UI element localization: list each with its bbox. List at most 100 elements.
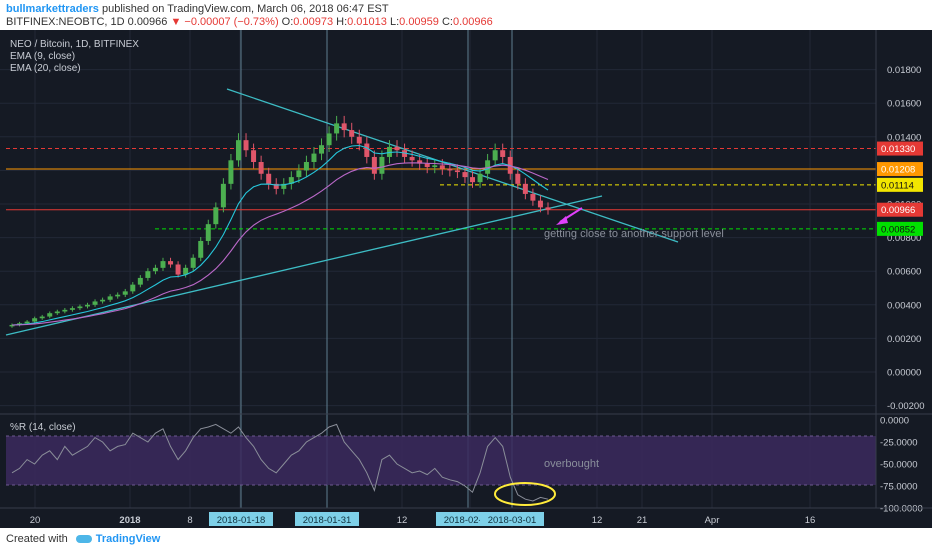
candle-body	[334, 123, 340, 134]
open-value: 0.00973	[293, 16, 334, 28]
date-highlight-tag	[480, 512, 544, 526]
time-tick-label: 2018-02-22	[444, 515, 493, 526]
candle-body	[326, 133, 332, 146]
price-tick-label: 0.00800	[887, 233, 921, 244]
candle-body	[515, 173, 521, 184]
symbol-label: BITFINEX:NEOBTC, 1D	[6, 16, 125, 28]
legend-ema20: EMA (20, close)	[10, 63, 81, 74]
price-tick-label: 0.01800	[887, 65, 921, 76]
price-tick-label: 0.00000	[887, 368, 921, 379]
candle-body	[198, 240, 204, 258]
price-tick-label: 0.00600	[887, 267, 921, 278]
footer: Created with TradingView	[0, 528, 932, 550]
lower-trendline[interactable]	[5, 195, 603, 336]
price-change: −0.00007 (−0.73%)	[184, 16, 279, 28]
price-tick-label: 0.01400	[887, 132, 921, 143]
candle-body	[319, 145, 325, 154]
chart-area[interactable]: getting close to another support level 0…	[0, 30, 932, 528]
candle-body	[537, 200, 543, 208]
wr-tick-label: -100.0000	[880, 504, 923, 515]
time-tick-label: 16	[805, 515, 816, 526]
candle-body	[9, 324, 15, 327]
candle-body	[122, 291, 128, 295]
overbought-band	[6, 436, 876, 485]
date-highlight-tag	[209, 512, 273, 526]
tradingview-logo-text[interactable]: TradingView	[95, 533, 161, 545]
price-level-tag-label: 0.00852	[881, 224, 915, 235]
time-tick-label: 20	[30, 515, 41, 526]
time-axis: 2020188122018-01-182018-01-3112192018-02…	[30, 512, 816, 526]
time-tick-label: 2018-01-18	[217, 515, 266, 526]
created-with-text: Created with	[6, 533, 68, 545]
candle-body	[273, 183, 279, 189]
indicator-title: %R (14, close)	[10, 422, 76, 433]
candle-body	[447, 168, 453, 171]
candle-body	[100, 299, 106, 302]
price-level-tag	[877, 177, 923, 192]
candle-body	[220, 183, 226, 208]
publish-info: bullmarkettraders published on TradingVi…	[6, 3, 389, 15]
low-label: L:	[389, 16, 400, 28]
candle-body	[545, 207, 551, 210]
upper-trendline[interactable]	[226, 88, 679, 243]
candle-body	[341, 123, 347, 131]
candle-body	[379, 156, 385, 174]
candle-body	[205, 224, 211, 241]
candle-body	[39, 316, 45, 319]
candle-body	[485, 160, 491, 174]
candle-body	[424, 163, 430, 168]
price-tick-label: 0.01600	[887, 99, 921, 110]
candle-body	[462, 172, 468, 178]
time-tick-label: 12	[592, 515, 603, 526]
low-value: 0.00959	[399, 16, 439, 28]
level-price-tags: 0.01330 0.01208 0.01114 0.00966 0.00852	[877, 141, 923, 236]
time-tick-label: Apr	[705, 515, 720, 526]
candle-body	[183, 267, 189, 275]
candle-body	[281, 183, 287, 189]
high-label: H:	[336, 16, 348, 28]
date-highlight-tag	[295, 512, 359, 526]
wr-tick-label: 0.0000	[880, 416, 909, 427]
chart-header: bullmarkettraders published on TradingVi…	[0, 0, 932, 30]
down-arrow-icon: ▼	[170, 16, 182, 28]
price-tick-label: 0.00200	[887, 334, 921, 345]
candle-body	[228, 160, 234, 184]
published-text: published on TradingView.com, March 06, …	[102, 3, 389, 15]
trendlines	[5, 88, 679, 336]
ohlc-summary: BITFINEX:NEOBTC, 1D 0.00966 ▼ −0.00007 (…	[6, 16, 493, 28]
candle-body	[288, 177, 294, 184]
candle-body	[160, 261, 166, 268]
wr-tick-label: -50.0000	[880, 460, 918, 471]
candle-body	[402, 150, 408, 157]
time-tick-label: 2018	[119, 515, 140, 526]
candle-body	[492, 150, 498, 161]
williams-r-line	[11, 423, 549, 502]
candle-body	[175, 264, 181, 275]
candle-body	[107, 296, 113, 300]
legend-ema9: EMA (9, close)	[10, 51, 75, 62]
candle-body	[92, 301, 98, 305]
candle-body	[364, 143, 370, 157]
price-tick-label: -0.00200	[887, 401, 925, 412]
candle-body	[470, 177, 476, 183]
author-link[interactable]: bullmarkettraders	[6, 3, 99, 15]
candle-body	[303, 162, 309, 171]
time-tick-label: 12	[397, 515, 408, 526]
price-level-tag	[877, 141, 923, 156]
candle-body	[409, 156, 415, 161]
candle-body	[296, 170, 302, 178]
candle-body	[500, 150, 506, 157]
yellow-circle-annotation	[494, 482, 556, 506]
price-level-tag	[877, 221, 923, 236]
price-level-tag-label: 0.01208	[881, 165, 915, 176]
price-tick-label: 0.00400	[887, 300, 921, 311]
candle-body	[137, 277, 143, 285]
price-level-tag-label: 0.00966	[881, 205, 915, 216]
candle-body	[522, 183, 528, 194]
candle-body	[115, 294, 121, 297]
support-annotation: getting close to another support level	[544, 228, 724, 240]
time-tick-label: 2018-03-01	[488, 515, 537, 526]
price-level-tag	[877, 162, 923, 177]
wr-tick-label: -75.0000	[880, 482, 918, 493]
candle-body	[24, 321, 30, 324]
